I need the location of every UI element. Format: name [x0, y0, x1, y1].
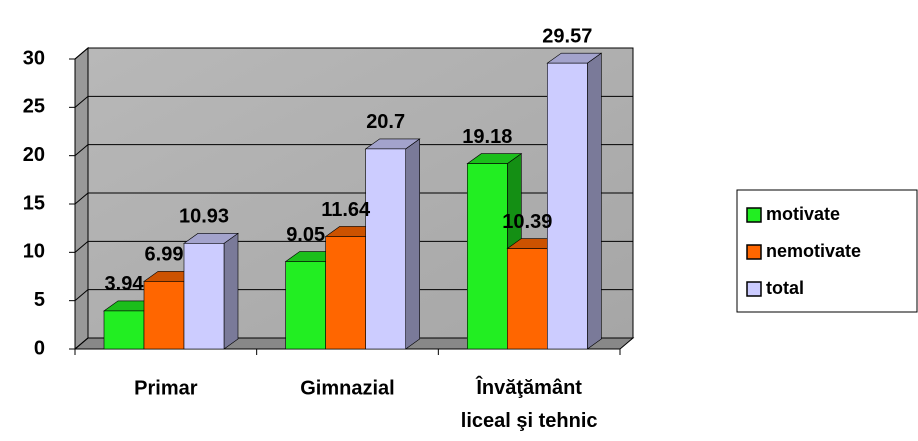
legend-label: total [766, 278, 804, 298]
bar-side [587, 52, 602, 350]
y-tick-label: 25 [23, 96, 45, 118]
y-tick-label: 20 [23, 144, 45, 166]
y-tick-label: 30 [23, 47, 45, 69]
legend-swatch [746, 244, 762, 260]
bar [285, 261, 326, 350]
y-tick-label: 10 [23, 241, 45, 263]
x-tick-label: Învăţământ liceal şi tehnic [461, 375, 598, 432]
bar-side [223, 232, 239, 350]
x-tick-label: Primar [134, 377, 198, 399]
bar [103, 310, 145, 350]
grid-line-side [74, 289, 89, 302]
grid-line-side [74, 192, 89, 205]
x-tick-label: Gimnazial [300, 377, 394, 399]
bar [325, 236, 366, 350]
bar [547, 62, 588, 350]
value-label: 19.18 [462, 126, 512, 148]
value-label: 6.99 [145, 244, 184, 266]
value-label: 10.93 [179, 206, 229, 228]
grid-line-side [74, 240, 89, 253]
bar [365, 148, 406, 350]
value-label: 10.39 [502, 211, 552, 233]
bar [143, 281, 185, 350]
value-label: 29.57 [542, 25, 592, 47]
legend-box [736, 189, 918, 313]
bar [467, 163, 508, 350]
value-label: 20.7 [366, 111, 405, 133]
grid-line-side [74, 95, 89, 108]
bar [507, 248, 548, 350]
grid-line-side [74, 337, 89, 350]
value-label: 3.94 [105, 273, 145, 295]
bar-side [405, 138, 420, 350]
value-label: 11.64 [321, 199, 371, 221]
y-tick-label: 0 [34, 337, 45, 359]
legend-label: nemotivate [766, 241, 861, 261]
grid-line-side [74, 144, 89, 157]
legend-swatch [746, 281, 762, 297]
grid-line-side [74, 47, 89, 60]
y-tick-label: 5 [34, 289, 45, 311]
y-tick-label: 15 [23, 192, 45, 214]
legend-label: motivate [766, 204, 840, 224]
legend-swatch [746, 207, 762, 223]
bar [183, 243, 225, 350]
value-label: 9.05 [286, 224, 325, 246]
